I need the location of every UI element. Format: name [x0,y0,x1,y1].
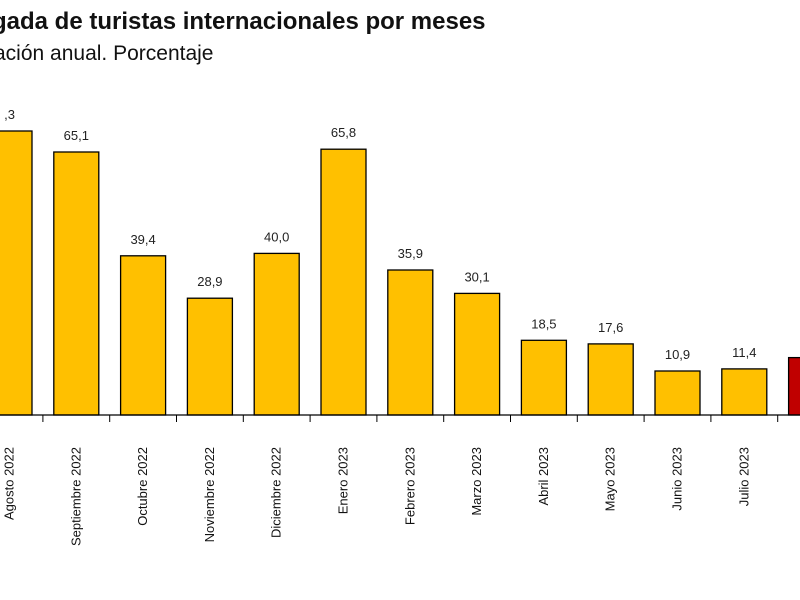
bar [53,151,100,416]
bar [186,297,234,416]
x-tick-label: Abril 2023 [536,447,551,506]
x-tick-label: Noviembre 2022 [202,447,217,542]
bar [787,356,800,416]
bar-value-label: 17,6 [598,320,623,335]
x-tick-label: Octubre 2022 [135,447,150,526]
bar [387,269,434,416]
bar-value-label: 40,0 [264,229,289,244]
x-tick-label: Julio 2023 [736,447,751,506]
bar-value-label: 65,1 [64,128,89,143]
chart-subtitle: ación anual. Porcentaje [0,42,214,65]
bar [587,343,634,416]
x-tick-label: Marzo 2023 [469,447,484,516]
bar [320,148,367,416]
x-axis: Agosto 2022 Septiembre 2022 Octubre 2022 No… [0,414,800,546]
bar [654,370,701,416]
bar-value-label: 10,9 [665,347,690,362]
x-tick-label: Junio 2023 [670,447,685,511]
x-tick-label: Diciembre 2022 [269,447,284,538]
x-tick-label: Agosto 2022 [2,447,17,520]
bar-value-label: 65,8 [331,125,356,140]
bar [453,292,501,416]
bars-group: ,3 65,1 39,4 28,9 40,0 65,8 35,9 30,1 18,5 17,6 10… [0,107,800,416]
x-tick-label: Mayo 2023 [603,447,618,511]
bar [0,130,33,416]
bar-value-label: 28,9 [197,274,222,289]
bar-value-label: 35,9 [398,246,423,261]
bar [520,339,568,416]
bar-value-label: ,3 [4,107,15,122]
bar-value-label: 30,1 [464,269,489,284]
x-tick-label: Septiembre 2022 [68,447,83,546]
bar [721,368,768,416]
bar-value-label: 18,5 [531,316,556,331]
bar-value-label: 39,4 [130,232,155,247]
chart-title: gada de turistas internacionales por mes… [0,8,486,35]
bar [119,255,167,416]
x-tick-label: Febrero 2023 [402,447,417,525]
bar [253,252,300,416]
bar-value-label: 11,4 [732,345,756,360]
x-tick-label: Enero 2023 [336,447,351,514]
